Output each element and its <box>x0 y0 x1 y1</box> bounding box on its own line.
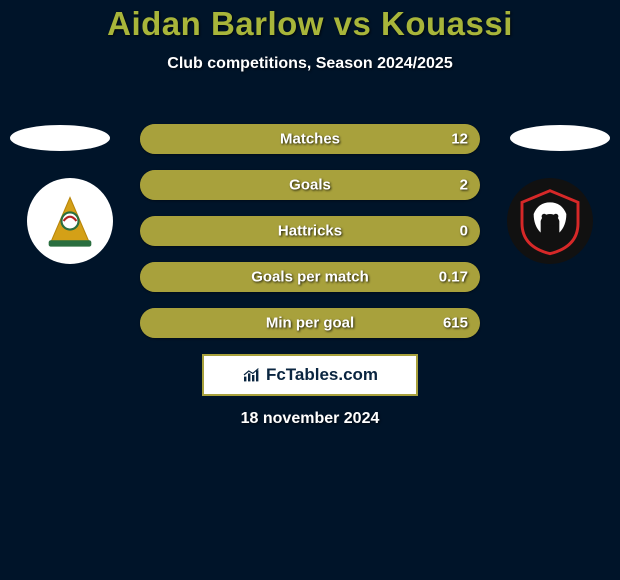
stat-bar: Goals 2 <box>140 170 480 200</box>
right-ellipse-decoration <box>510 125 610 151</box>
stat-bar: Goals per match 0.17 <box>140 262 480 292</box>
bar-value-right: 0 <box>460 223 468 240</box>
bar-value-right: 0.17 <box>439 269 468 286</box>
stat-bar: Min per goal 615 <box>140 308 480 338</box>
date-text: 18 november 2024 <box>241 410 380 428</box>
bar-label: Min per goal <box>266 315 354 332</box>
left-ellipse-decoration <box>10 125 110 151</box>
brand-box[interactable]: FcTables.com <box>202 354 418 396</box>
stat-bar: Hattricks 0 <box>140 216 480 246</box>
brand-text: FcTables.com <box>266 365 378 385</box>
bar-value-right: 615 <box>443 315 468 332</box>
subtitle: Club competitions, Season 2024/2025 <box>0 55 620 73</box>
bar-label: Goals per match <box>251 269 369 286</box>
bar-value-right: 2 <box>460 177 468 194</box>
stat-bars: Matches 12 Goals 2 Hattricks 0 Goals per match… <box>140 124 480 354</box>
stat-bar: Matches 12 <box>140 124 480 154</box>
left-club-badge <box>27 178 113 264</box>
bar-label: Hattricks <box>278 223 342 240</box>
salford-badge-icon <box>515 186 585 256</box>
bar-label: Matches <box>280 131 340 148</box>
bar-label: Goals <box>289 177 331 194</box>
page-title: Aidan Barlow vs Kouassi <box>0 0 620 43</box>
brand-chart-icon <box>242 367 262 383</box>
doncaster-badge-icon <box>38 189 102 253</box>
bar-value-right: 12 <box>451 131 468 148</box>
right-club-badge <box>507 178 593 264</box>
